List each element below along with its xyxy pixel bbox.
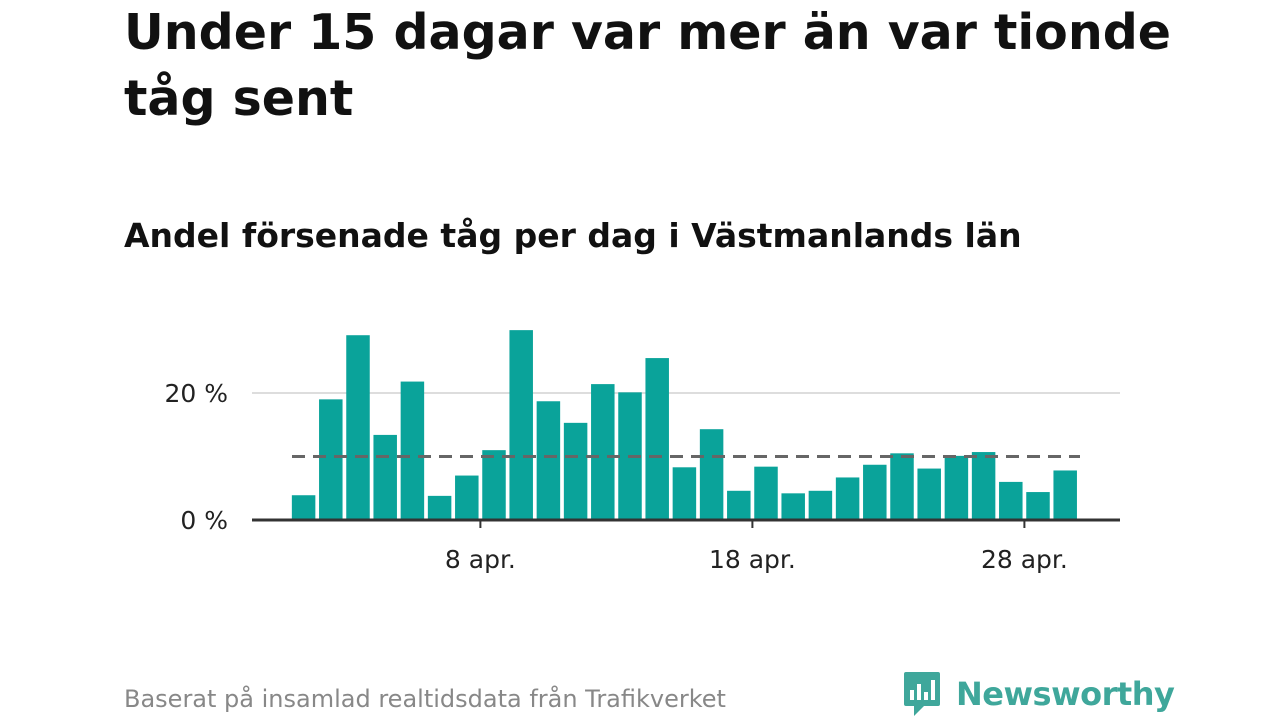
x-tick-label: 28 apr.	[981, 545, 1068, 574]
brand: Newsworthy	[902, 670, 1175, 718]
bar	[971, 452, 996, 520]
newsworthy-logo-icon	[904, 672, 940, 716]
bar	[482, 450, 506, 520]
y-tick-labels: 0 % 20 %	[164, 379, 228, 535]
bar	[672, 467, 697, 520]
x-axis	[252, 518, 1120, 528]
bar	[645, 358, 669, 520]
bar	[373, 434, 397, 520]
bar	[563, 422, 588, 520]
bars	[291, 330, 1077, 520]
bar	[727, 490, 751, 520]
y-tick-label: 0 %	[180, 506, 228, 535]
bar	[808, 490, 833, 520]
chart-title: Under 15 dagar var mer än var tionde tåg…	[124, 4, 1172, 127]
x-tick-label: 18 apr.	[709, 545, 796, 574]
x-tick-labels: 8 apr. 18 apr. 28 apr.	[445, 545, 1068, 574]
y-tick-label: 20 %	[164, 379, 228, 408]
bar	[346, 335, 370, 520]
bar	[291, 495, 316, 520]
bar	[319, 399, 343, 520]
bar	[509, 330, 533, 520]
bar	[536, 401, 561, 520]
bar	[455, 475, 479, 520]
bar	[863, 464, 887, 520]
bar	[890, 453, 914, 520]
x-tick-label: 8 apr.	[445, 545, 516, 574]
bar	[1026, 492, 1050, 520]
bar	[699, 429, 724, 520]
source-note: Baserat på insamlad realtidsdata från Tr…	[124, 685, 726, 713]
brand-name: Newsworthy	[956, 675, 1175, 713]
bar	[781, 493, 805, 520]
bar	[999, 481, 1023, 520]
bar	[400, 381, 425, 520]
bar	[427, 495, 452, 520]
bar	[944, 455, 969, 520]
bar	[835, 477, 860, 520]
bar	[591, 384, 615, 520]
chart-subtitle: Andel försenade tåg per dag i Västmanlan…	[124, 216, 1022, 255]
bar	[917, 468, 941, 520]
bar	[1053, 470, 1077, 520]
bar	[754, 466, 778, 520]
